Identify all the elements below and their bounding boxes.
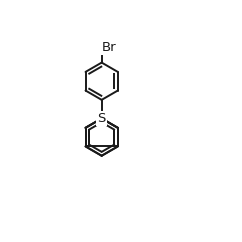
Text: Br: Br: [102, 41, 116, 54]
Text: S: S: [98, 112, 106, 125]
